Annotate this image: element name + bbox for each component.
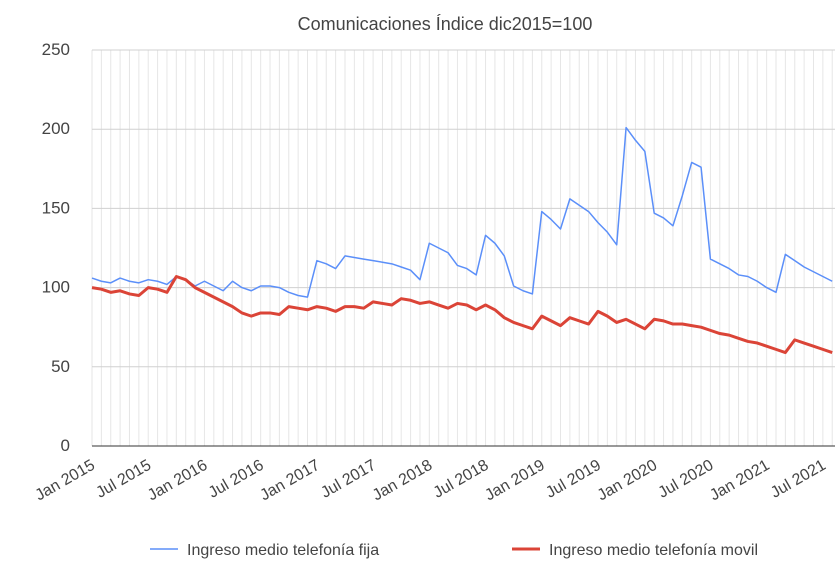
x-tick-label: Jan 2021 [707, 457, 773, 505]
x-tick-label: Jul 2018 [431, 457, 492, 502]
legend-label: Ingreso medio telefonía fija [187, 542, 379, 559]
x-tick-label: Jan 2020 [595, 457, 661, 505]
y-tick-label: 150 [42, 198, 70, 217]
y-tick-label: 250 [42, 40, 70, 59]
y-tick-label: 50 [51, 357, 70, 376]
x-tick-label: Jan 2016 [145, 457, 211, 505]
x-tick-label: Jul 2017 [318, 457, 379, 502]
y-tick-label: 200 [42, 119, 70, 138]
x-tick-label: Jul 2021 [768, 457, 829, 502]
x-tick-label: Jul 2016 [206, 457, 267, 502]
chart-title: Comunicaciones Índice dic2015=100 [298, 14, 593, 34]
legend-label: Ingreso medio telefonía movil [549, 542, 758, 559]
x-tick-label: Jul 2015 [93, 457, 154, 502]
y-tick-label: 0 [61, 436, 70, 455]
y-tick-label: 100 [42, 278, 70, 297]
x-tick-label: Jan 2015 [32, 457, 98, 505]
x-tick-label: Jul 2019 [543, 457, 604, 502]
x-tick-label: Jan 2017 [257, 457, 323, 505]
line-series [91, 126, 833, 298]
x-tick-label: Jul 2020 [656, 457, 717, 502]
x-tick-label: Jan 2018 [370, 457, 436, 505]
x-tick-label: Jan 2019 [482, 457, 548, 505]
line-series [91, 275, 833, 355]
